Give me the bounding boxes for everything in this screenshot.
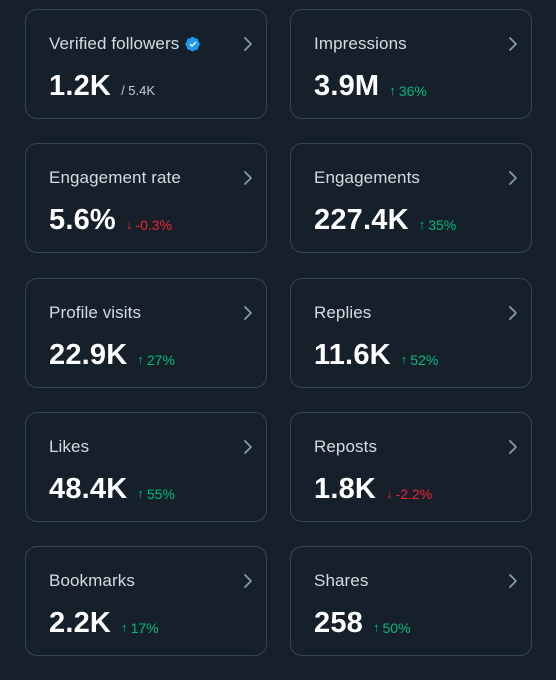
chevron-right-icon (509, 37, 517, 51)
metric-change: ↑ 35% (419, 217, 457, 233)
metric-label: Engagements (314, 168, 421, 187)
metric-value: 2.2K (49, 607, 112, 639)
metric-label: Reposts (314, 437, 378, 456)
metric-value: 258 (314, 607, 363, 639)
verified-badge-icon (185, 36, 201, 52)
metric-card-bookmarks[interactable]: Bookmarks 2.2K ↑ 17% (25, 546, 267, 656)
metric-label: Bookmarks (49, 571, 135, 590)
metric-value: 3.9M (314, 70, 380, 102)
chevron-right-icon (509, 440, 517, 454)
metric-change-value: 55% (146, 485, 175, 502)
chevron-right-icon (509, 306, 517, 320)
metric-change: ↓ -2.2% (386, 486, 432, 502)
metric-change: ↑ 36% (389, 83, 427, 99)
arrow-up-icon: ↑ (400, 352, 408, 367)
arrow-up-icon: ↑ (137, 486, 144, 501)
arrow-down-icon: ↓ (125, 217, 133, 232)
chevron-right-icon (244, 306, 252, 320)
metric-card-shares[interactable]: Shares 258 ↑ 50% (290, 546, 532, 656)
arrow-up-icon: ↑ (418, 217, 426, 232)
metric-change-value: 52% (410, 351, 439, 368)
metric-card-reposts[interactable]: Reposts 1.8K ↓ -2.2% (290, 412, 532, 522)
metric-card-likes[interactable]: Likes 48.4K ↑ 55% (25, 412, 267, 522)
arrow-up-icon: ↑ (121, 620, 128, 635)
chevron-right-icon (509, 171, 517, 185)
metric-change: ↓ -0.3% (126, 217, 172, 233)
metric-card-engagement-rate[interactable]: Engagement rate 5.6% ↓ -0.3% (25, 143, 267, 253)
metric-change: ↑ 50% (373, 620, 411, 636)
metric-value: 227.4K (314, 204, 409, 236)
metric-value: 48.4K (49, 473, 128, 505)
chevron-right-icon (244, 37, 252, 51)
metric-card-profile-visits[interactable]: Profile visits 22.9K ↑ 27% (25, 278, 267, 388)
arrow-down-icon: ↓ (386, 486, 393, 501)
metric-value: 1.8K (314, 473, 377, 505)
metric-card-verified-followers[interactable]: Verified followers 1.2K / 5.4K (25, 9, 267, 119)
metric-change-value: 35% (428, 216, 457, 233)
arrow-up-icon: ↑ (373, 620, 380, 635)
metric-change-value: -0.3% (135, 216, 172, 233)
metric-change-value: 50% (382, 619, 411, 636)
metric-value: 1.2K (49, 70, 112, 102)
metric-change: ↑ 55% (137, 486, 175, 502)
metric-card-impressions[interactable]: Impressions 3.9M ↑ 36% (290, 9, 532, 119)
metric-value: 22.9K (49, 339, 128, 371)
metric-value: 5.6% (49, 204, 116, 236)
metric-label: Verified followers (49, 34, 180, 53)
metric-change-value: 17% (130, 619, 159, 636)
chevron-right-icon (509, 574, 517, 588)
chevron-right-icon (244, 440, 252, 454)
metric-label: Shares (314, 571, 369, 590)
chevron-right-icon (244, 574, 252, 588)
arrow-up-icon: ↑ (389, 83, 396, 98)
metric-change-value: 27% (146, 351, 175, 368)
metric-label: Profile visits (49, 303, 142, 322)
metric-label: Likes (49, 437, 90, 456)
metric-value: 11.6K (314, 339, 391, 371)
metric-change-value: 36% (398, 82, 427, 99)
metric-change: ↑ 52% (401, 352, 439, 368)
metric-card-replies[interactable]: Replies 11.6K ↑ 52% (290, 278, 532, 388)
metric-change: ↑ 27% (137, 352, 175, 368)
metric-label: Replies (314, 303, 372, 322)
metric-label: Engagement rate (49, 168, 181, 187)
chevron-right-icon (244, 171, 252, 185)
metric-change-value: -2.2% (395, 485, 433, 502)
metric-card-engagements[interactable]: Engagements 227.4K ↑ 35% (290, 143, 532, 253)
metric-total: / 5.4K (121, 83, 156, 98)
metric-label: Impressions (314, 34, 407, 53)
arrow-up-icon: ↑ (137, 352, 144, 367)
metric-change: ↑ 17% (121, 620, 159, 636)
